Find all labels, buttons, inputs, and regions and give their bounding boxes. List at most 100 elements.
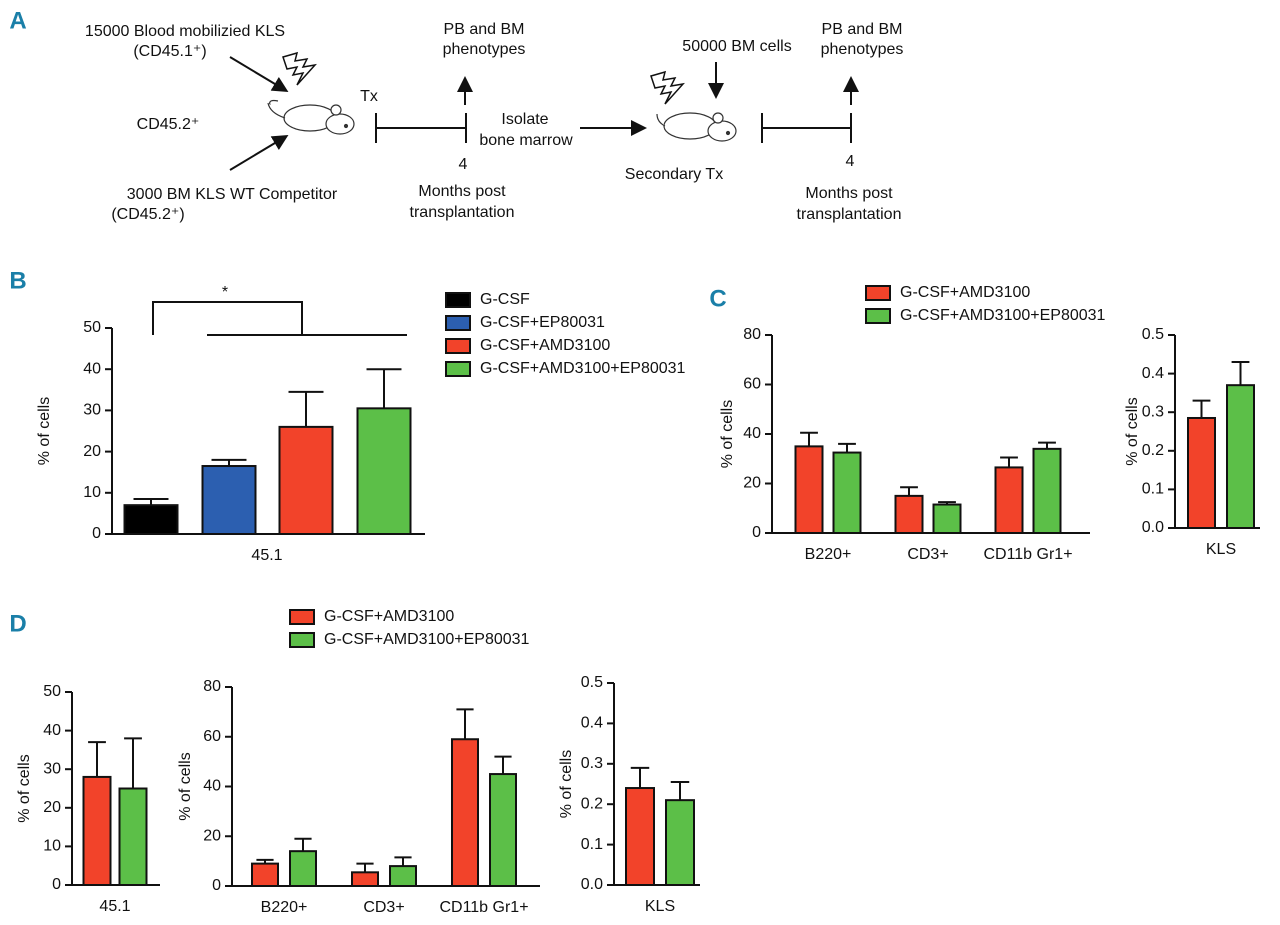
label: (CD45.1⁺) <box>133 43 206 60</box>
y-tick-label: 0.0 <box>581 876 603 893</box>
mouse <box>656 112 737 142</box>
y-tick-label: 60 <box>743 376 761 393</box>
x-tick-label: KLS <box>1206 541 1236 558</box>
bar <box>118 787 148 886</box>
label: PB and BM <box>822 21 903 38</box>
legend-label: G-CSF+AMD3100 <box>900 284 1030 301</box>
bar <box>832 451 862 534</box>
bar <box>794 445 824 534</box>
y-axis-label: % of cells <box>719 400 736 468</box>
y-tick-label: 0.5 <box>1142 326 1164 343</box>
y-tick-label: 0.0 <box>1142 519 1164 536</box>
bar <box>894 494 924 534</box>
x-tick-label: CD11b Gr1+ <box>983 546 1072 563</box>
bar <box>389 865 417 887</box>
legend-swatch <box>289 609 315 625</box>
label: phenotypes <box>443 41 526 58</box>
y-tick-label: 30 <box>43 760 61 777</box>
x-tick-label: 45.1 <box>99 898 130 915</box>
label: 3000 BM KLS WT Competitor <box>127 186 338 203</box>
y-tick-label: 20 <box>203 827 221 844</box>
y-tick-label: 60 <box>203 728 221 745</box>
legend-swatch <box>445 338 471 354</box>
y-tick-label: 0.4 <box>1142 365 1164 382</box>
lightning <box>650 70 685 105</box>
y-axis-label: % of cells <box>16 754 33 822</box>
label: 50000 BM cells <box>682 38 791 55</box>
y-tick-label: 40 <box>43 722 61 739</box>
label: transplantation <box>797 206 902 223</box>
x-tick-label: CD3+ <box>907 546 948 563</box>
label: Isolate <box>501 111 548 128</box>
bar <box>356 407 412 535</box>
legend-swatch <box>289 632 315 648</box>
y-tick-label: 0 <box>52 876 61 893</box>
significance: * <box>152 284 407 336</box>
legend-label: G-CSF+AMD3100+EP80031 <box>480 360 686 377</box>
y-axis-label: % of cells <box>1124 397 1141 465</box>
legend-swatch <box>445 292 471 308</box>
legend-label: G-CSF+AMD3100+EP80031 <box>324 631 530 648</box>
annotation: * <box>222 284 228 301</box>
y-tick-label: 40 <box>83 360 101 377</box>
y-tick-label: 50 <box>43 683 61 700</box>
x-tick-label: B220+ <box>261 899 308 916</box>
bar <box>1032 447 1062 535</box>
legend-swatch <box>445 361 471 377</box>
label: Months post <box>805 185 893 202</box>
label: phenotypes <box>821 41 904 58</box>
x-tick-label: KLS <box>645 898 675 915</box>
bar <box>351 871 379 887</box>
y-tick-label: 20 <box>83 443 101 460</box>
bar <box>251 862 279 887</box>
y-tick-label: 0 <box>92 525 101 542</box>
y-tick-label: 20 <box>43 799 61 816</box>
legend-label: G-CSF <box>480 291 530 308</box>
y-tick-label: 0.1 <box>581 836 603 853</box>
legend-swatch <box>445 315 471 331</box>
x-tick-label: B220+ <box>805 546 852 563</box>
y-tick-label: 50 <box>83 319 101 336</box>
y-tick-label: 0.4 <box>581 715 603 732</box>
bar <box>994 466 1024 535</box>
y-axis-label: % of cells <box>177 752 194 820</box>
y-tick-label: 10 <box>83 484 101 501</box>
y-tick-label: 40 <box>743 425 761 442</box>
label: 15000 Blood mobilizied KLS <box>85 23 285 40</box>
panel-label: C <box>709 285 726 312</box>
bracket <box>152 301 407 336</box>
y-tick-label: 0.2 <box>581 795 603 812</box>
panel-label: D <box>9 610 26 637</box>
bar <box>278 425 334 536</box>
legend-swatch <box>865 285 891 301</box>
mouse <box>267 99 355 135</box>
y-tick-label: 0 <box>752 524 761 541</box>
legend-label: G-CSF+AMD3100 <box>480 337 610 354</box>
y-tick-label: 0.3 <box>1142 403 1164 420</box>
y-tick-label: 20 <box>743 475 761 492</box>
arrows <box>229 56 859 171</box>
y-tick-label: 80 <box>743 326 761 343</box>
label: PB and BM <box>444 21 525 38</box>
y-tick-label: 0.1 <box>1142 481 1164 498</box>
y-tick-label: 30 <box>83 402 101 419</box>
y-tick-label: 10 <box>43 838 61 855</box>
bar <box>1226 384 1255 529</box>
legend-swatch <box>865 308 891 324</box>
y-axis-label: % of cells <box>558 750 575 818</box>
x-tick-label: 45.1 <box>251 547 282 564</box>
legend-label: G-CSF+AMD3100 <box>324 608 454 625</box>
bar <box>625 787 655 886</box>
panel-label: A <box>9 7 26 34</box>
label: 4 <box>459 156 468 173</box>
label: (CD45.2⁺) <box>111 206 184 223</box>
label: Tx <box>360 88 378 105</box>
legend-label: G-CSF+EP80031 <box>480 314 605 331</box>
legend-label: G-CSF+AMD3100+EP80031 <box>900 307 1106 324</box>
y-axis-label: % of cells <box>36 397 53 465</box>
lightning <box>282 51 317 86</box>
bar <box>451 738 479 887</box>
label: 4 <box>846 153 855 170</box>
x-tick-label: CD11b Gr1+ <box>439 899 528 916</box>
